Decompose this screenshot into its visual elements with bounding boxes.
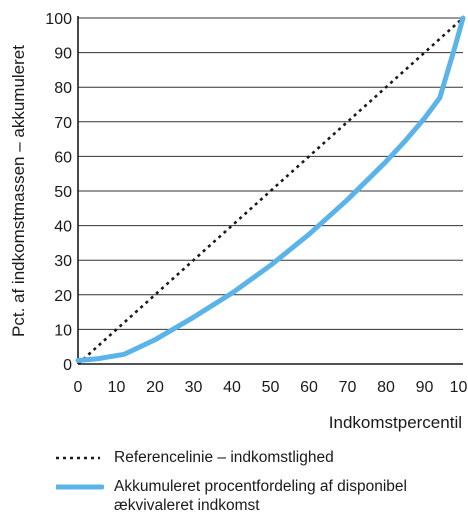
y-tick-80: 80 [54, 80, 72, 97]
y-tick-70: 70 [54, 115, 72, 132]
y-tick-100: 100 [45, 11, 72, 28]
y-tick-10: 10 [54, 322, 72, 339]
y-tick-60: 60 [54, 149, 72, 166]
x-tick-40: 40 [223, 379, 241, 396]
legend-item-distribution: Akkumuleret procentfordeling af disponib… [53, 477, 456, 515]
x-tick-0: 0 [74, 379, 83, 396]
legend-item-reference: Referencelinie – indkomstlighed [56, 448, 456, 467]
legend-label-reference: Referencelinie – indkomstlighed [114, 449, 334, 466]
legend-swatch-dotted [56, 448, 104, 466]
legend-swatch-solid [53, 477, 105, 495]
distribution-curve [75, 15, 466, 363]
y-tick-50: 50 [54, 184, 72, 201]
series-lines [75, 15, 466, 365]
x-tick-60: 60 [300, 379, 318, 396]
y-tick-30: 30 [54, 253, 72, 270]
x-tick-10: 10 [108, 379, 126, 396]
x-tick-30: 30 [185, 379, 203, 396]
axes [77, 16, 463, 365]
reference-line [77, 17, 464, 365]
x-tick-90: 90 [416, 379, 434, 396]
x-tick-50: 50 [262, 379, 280, 396]
chart: 0 10 20 30 40 50 60 70 80 90 100 0 10 20 30 40 50 60 70 80… [9, 11, 468, 432]
y-tick-90: 90 [54, 46, 72, 63]
grid-lines [78, 17, 463, 330]
y-tick-0: 0 [63, 357, 72, 374]
y-tick-20: 20 [54, 288, 72, 305]
y-axis-title: Pct. af indkomstmassen – akkumuleret [9, 45, 28, 337]
x-tick-labels: 0 10 20 30 40 50 60 70 80 90 100 [74, 379, 468, 396]
x-tick-80: 80 [377, 379, 395, 396]
x-axis-title: Indkomstpercentil [329, 413, 462, 432]
x-tick-100: 100 [450, 379, 468, 396]
x-tick-20: 20 [146, 379, 164, 396]
y-tick-40: 40 [54, 219, 72, 236]
x-tick-70: 70 [339, 379, 357, 396]
legend-label-distribution: Akkumuleret procentfordeling af disponib… [114, 478, 407, 514]
y-tick-labels: 0 10 20 30 40 50 60 70 80 90 100 [45, 11, 72, 374]
legend: Referencelinie – indkomstlighed Akkumule… [53, 448, 456, 525]
